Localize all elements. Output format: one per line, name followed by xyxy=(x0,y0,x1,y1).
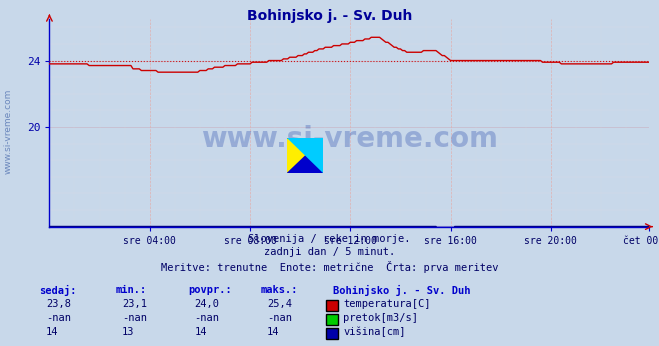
Text: 14: 14 xyxy=(46,327,59,337)
Text: 13: 13 xyxy=(122,327,134,337)
Text: temperatura[C]: temperatura[C] xyxy=(343,299,431,309)
Text: www.si-vreme.com: www.si-vreme.com xyxy=(201,126,498,153)
Text: -nan: -nan xyxy=(46,313,71,323)
Text: Bohinjsko j. - Sv. Duh: Bohinjsko j. - Sv. Duh xyxy=(333,285,471,297)
Text: Slovenija / reke in morje.: Slovenija / reke in morje. xyxy=(248,234,411,244)
Text: -nan: -nan xyxy=(122,313,147,323)
Text: www.si-vreme.com: www.si-vreme.com xyxy=(3,89,13,174)
Polygon shape xyxy=(287,138,323,173)
Text: maks.:: maks.: xyxy=(260,285,298,295)
Text: Bohinjsko j. - Sv. Duh: Bohinjsko j. - Sv. Duh xyxy=(247,9,412,22)
Text: 23,1: 23,1 xyxy=(122,299,147,309)
Polygon shape xyxy=(287,138,323,173)
Text: zadnji dan / 5 minut.: zadnji dan / 5 minut. xyxy=(264,247,395,257)
Text: sedaj:: sedaj: xyxy=(40,285,77,297)
Text: 24,0: 24,0 xyxy=(194,299,219,309)
Text: -nan: -nan xyxy=(194,313,219,323)
Text: Meritve: trenutne  Enote: metrične  Črta: prva meritev: Meritve: trenutne Enote: metrične Črta: … xyxy=(161,261,498,273)
Text: 14: 14 xyxy=(267,327,279,337)
Text: -nan: -nan xyxy=(267,313,292,323)
Text: pretok[m3/s]: pretok[m3/s] xyxy=(343,313,418,323)
Text: povpr.:: povpr.: xyxy=(188,285,231,295)
Text: višina[cm]: višina[cm] xyxy=(343,327,406,337)
Text: 14: 14 xyxy=(194,327,207,337)
Text: 25,4: 25,4 xyxy=(267,299,292,309)
Text: min.:: min.: xyxy=(115,285,146,295)
Text: 23,8: 23,8 xyxy=(46,299,71,309)
